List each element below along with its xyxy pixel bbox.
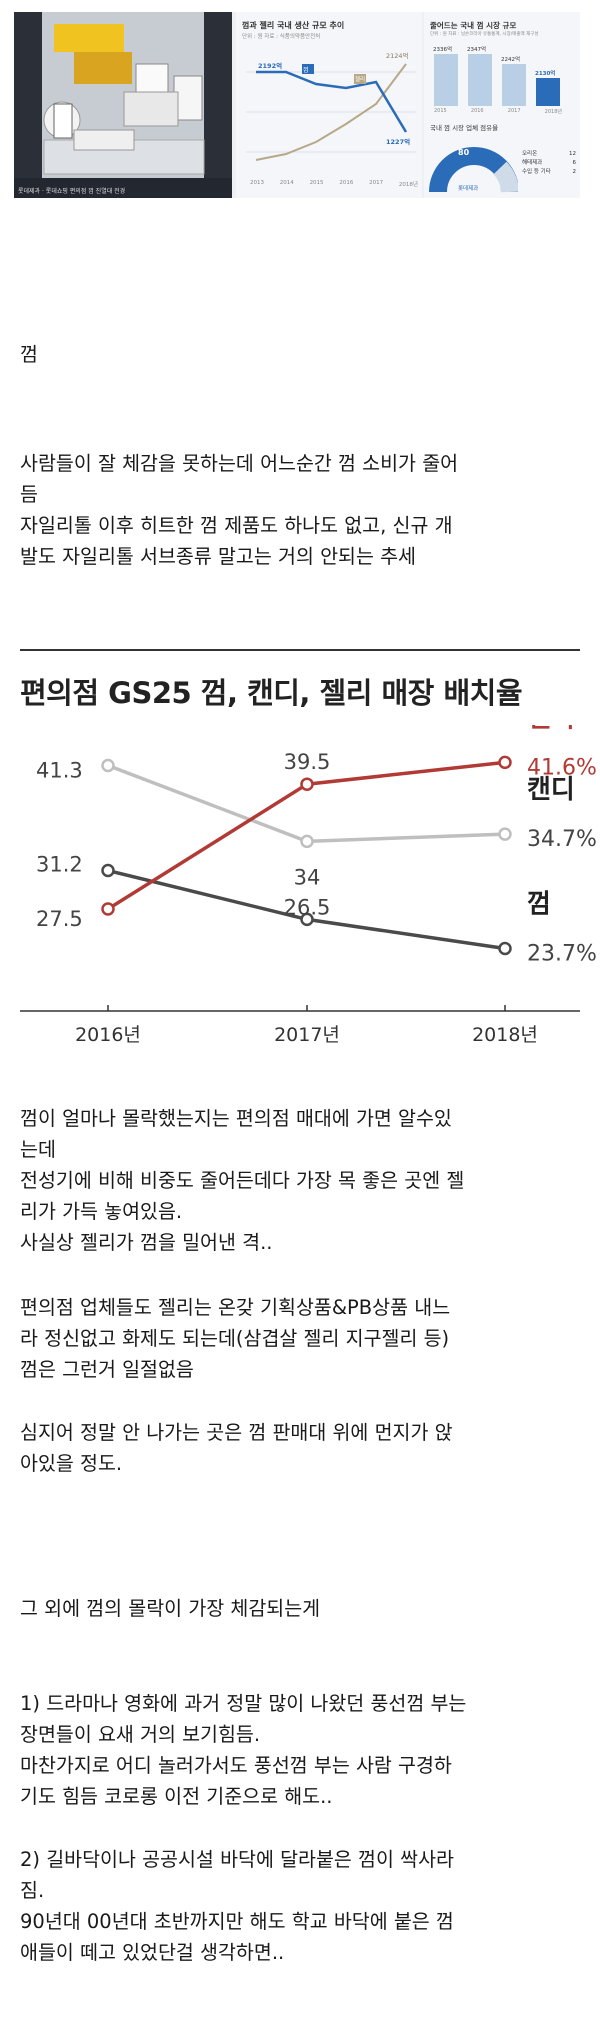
- info2-pie-center: 롯데제과: [458, 186, 479, 192]
- data-label-젤리: 41.6%: [527, 755, 597, 780]
- data-point-젤리: [300, 777, 314, 791]
- info2-pie-value: 80: [458, 148, 470, 157]
- info1-years: 2013 2014 2015 2016 2017 2018년: [250, 180, 418, 188]
- paragraph-line: 리가 가득 놓여있음.: [20, 1200, 183, 1223]
- data-label-젤리: 27.5: [36, 907, 83, 931]
- paragraph-line: 라 정신없고 화제도 되는데(삼겹살 젤리 지구젤리 등): [20, 1327, 450, 1350]
- x-tick-label: 2018년: [472, 1024, 538, 1046]
- info2-bar-label: 2336억: [433, 47, 453, 53]
- data-point-껌: [498, 941, 512, 956]
- series-name-캔디: 캔디: [527, 775, 575, 805]
- legend-name: 오리온: [522, 151, 538, 157]
- store-shelf-photo: 롯데제과 · 롯데쇼핑 편의점 껌 진열대 전경: [14, 12, 232, 198]
- info1-line-graphic: [246, 63, 416, 161]
- chart-plot: 2016년 2017년 2018년 27.5 39.5 41.6% 젤리 41.3 34 34.7…: [20, 725, 597, 1046]
- paragraph-line: 는데: [20, 1138, 56, 1161]
- info2-year: 2015: [434, 108, 447, 114]
- data-label-캔디: 41.3: [36, 758, 83, 782]
- info1-unit: 단위 : 원 자료 : 식품의약품안전처: [242, 34, 321, 40]
- legend-value: 2: [572, 169, 577, 175]
- paragraph-line: 기도 힘듬 코로롱 이전 기준으로 해도..: [20, 1785, 333, 1808]
- info1-year: 2014: [279, 180, 294, 186]
- data-label-껌: 31.2: [36, 853, 83, 877]
- info2-years: 2015 2016 2017 2018년: [434, 108, 562, 115]
- data-label-캔디: 34: [294, 865, 321, 889]
- data-label-캔디: 34.7%: [527, 827, 597, 852]
- paragraph-line: 심지어 정말 안 나가는 곳은 껌 판매대 위에 먼지가 앉: [20, 1421, 453, 1444]
- legend-value: 6: [572, 160, 577, 166]
- shelf-photo-illustration: [14, 12, 232, 198]
- info1-year: 2016: [339, 180, 354, 186]
- paragraph-line: 짐.: [20, 1879, 45, 1902]
- photo-caption: 롯데제과 · 롯데쇼핑 편의점 껌 진열대 전경: [18, 188, 126, 195]
- series-name-껌: 껌: [527, 890, 551, 920]
- paragraph-line: 발도 자일리톨 서브종류 말고는 거의 안되는 추세: [20, 545, 416, 568]
- gum-market-infographic: 줄어드는 국내 껌 시장 규모 단위 : 원 자료 : 닐슨코리아 유통통계, …: [424, 12, 580, 198]
- paragraph-line: 1) 드라마나 영화에 과거 정말 많이 나왔던 풍선껌 부는: [20, 1692, 467, 1715]
- paragraph-gum: 껌: [20, 343, 38, 366]
- data-point-젤리: [498, 755, 512, 770]
- gs25-placement-chart: 편의점 GS25 껌, 캔디, 젤리 매장 배치율 2016년 2017년 2018…: [0, 655, 600, 1077]
- data-point-젤리: [101, 902, 115, 916]
- info1-year: 2013: [250, 180, 264, 186]
- paragraph-line: 사실상 젤리가 껌을 밀어낸 격..: [20, 1231, 273, 1254]
- info2-year: 2018년: [544, 109, 562, 115]
- info1-title: 껌과 젤리 국내 생산 규모 추이: [242, 21, 345, 30]
- paragraph-line: 아있을 정도.: [20, 1452, 123, 1475]
- info1-year: 2017: [369, 180, 384, 186]
- paragraph-line: 전성기에 비해 비중도 줄어든데다 가장 목 좋은 곳엔 젤: [20, 1169, 465, 1192]
- paragraph-line: 껌은 그런거 일절없음: [20, 1358, 194, 1381]
- data-point-캔디: [300, 834, 314, 849]
- info1-year: 2015: [309, 180, 324, 186]
- info1-label-gum: 껌: [303, 67, 309, 74]
- legend-value: 12: [569, 151, 576, 157]
- paragraph-line: 90년대 00년대 초반까지만 해도 학교 바닥에 붙은 껌: [20, 1910, 454, 1933]
- paragraph-line: 애들이 떼고 있었단걸 생각하면..: [20, 1941, 285, 1964]
- paragraph-line: 그 외에 껌의 몰락이 가장 체감되는게: [20, 1597, 321, 1620]
- data-point-캔디: [101, 758, 115, 773]
- paragraph-line: 2) 길바닥이나 공공시설 바닥에 달라붙은 껌이 싹사라: [20, 1848, 454, 1871]
- info1-label-jelly: 젤리: [355, 77, 366, 83]
- series-name-젤리: 젤리: [527, 725, 575, 733]
- info2-donut-graphic: [429, 147, 518, 193]
- paragraph-line: 듬: [20, 483, 38, 506]
- chart-title: 편의점 GS25 껌, 캔디, 젤리 매장 배치율: [20, 676, 523, 710]
- info2-title: 줄어드는 국내 껌 시장 규모: [430, 21, 517, 30]
- info2-pie-title: 국내 껌 시장 업체 점유율: [430, 124, 499, 132]
- info1-label-gum-value: 1227억: [386, 138, 411, 146]
- data-label-껌: 26.5: [284, 895, 331, 919]
- data-point-껌: [101, 863, 115, 878]
- series-line-캔디: [107, 763, 506, 844]
- info2-legend: 오리온 12 해태제과 6 수입 등 기타 2: [522, 150, 576, 177]
- paragraph-line: 껌이 얼마나 몰락했는지는 편의점 매대에 가면 알수있: [20, 1107, 452, 1130]
- info2-unit: 단위 : 원 자료 : 닐슨코리아 유통통계, 시장/매출액 재구성: [430, 32, 539, 37]
- info2-bar-graphic: [434, 54, 560, 106]
- production-trend-infographic: 껌과 젤리 국내 생산 규모 추이 단위 : 원 자료 : 식품의약품안전처 2…: [236, 12, 422, 198]
- legend-name: 해태제과: [522, 160, 543, 166]
- paragraph-line: 자일리톨 이후 히트한 껌 제품도 하나도 없고, 신규 개: [20, 514, 453, 537]
- paragraph-line: 사람들이 잘 체감을 못하는데 어느순간 껌 소비가 줄어: [20, 452, 459, 475]
- data-point-캔디: [498, 827, 512, 841]
- data-point-껌: [300, 912, 314, 927]
- info1-label-peak: 2192억: [258, 62, 283, 70]
- info1-label-jelly-value: 2124억: [386, 52, 409, 60]
- info2-bar-label: 2347억: [467, 47, 487, 53]
- chart-top-rule: [20, 649, 580, 651]
- x-tick-label: 2016년: [75, 1024, 141, 1046]
- data-label-껌: 23.7%: [527, 942, 597, 967]
- paragraph-line: 마찬가지로 어디 놀러가서도 풍선껌 부는 사람 구경하: [20, 1754, 452, 1777]
- paragraph-line: 편의점 업체들도 젤리는 온갖 기획상품&PB상품 내느: [20, 1296, 451, 1319]
- data-label-젤리: 39.5: [284, 750, 331, 774]
- info1-year: 2018년: [398, 182, 418, 188]
- info2-year: 2016: [470, 108, 484, 114]
- top-infographic-image: 롯데제과 · 롯데쇼핑 편의점 껌 진열대 전경 껌과 젤리 국내 생산 규모 …: [14, 12, 580, 198]
- info2-year: 2017: [507, 108, 521, 114]
- info2-bar-label: 2130억: [535, 71, 556, 77]
- info2-bar-label: 2242억: [501, 57, 521, 63]
- x-tick-label: 2017년: [274, 1024, 340, 1046]
- legend-name: 수입 등 기타: [522, 169, 551, 175]
- paragraph-line: 장면들이 요새 거의 보기힘듬.: [20, 1723, 261, 1746]
